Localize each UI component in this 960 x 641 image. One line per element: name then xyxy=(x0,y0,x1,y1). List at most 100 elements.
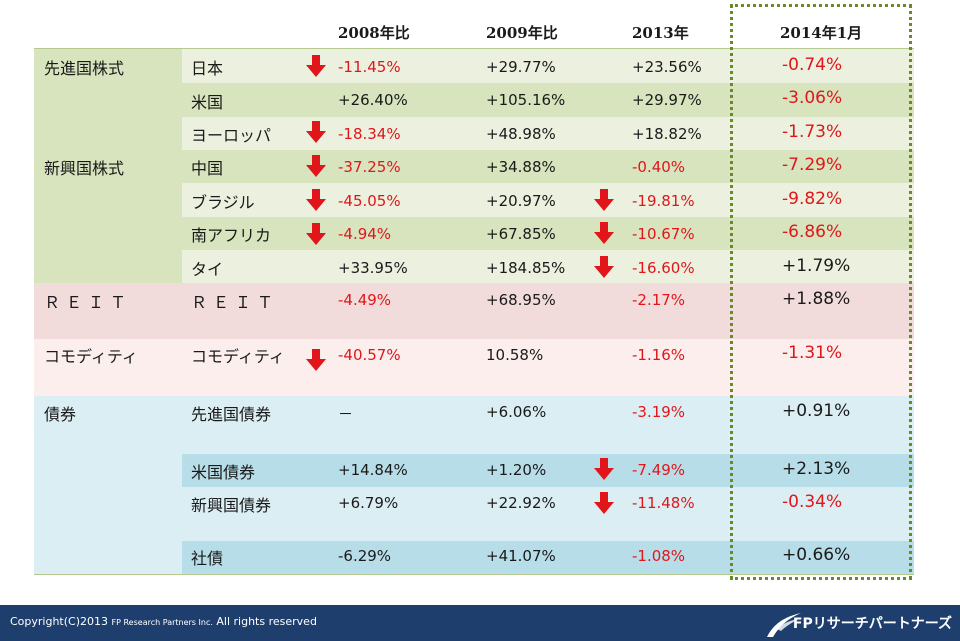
row-name-china: 中国 xyxy=(191,159,224,178)
down-arrow-icon xyxy=(594,189,614,211)
safrica-2014: -6.86% xyxy=(782,222,843,242)
header-2013: 2013年 xyxy=(632,24,689,42)
row-name-corporate-bonds: 社債 xyxy=(191,549,224,568)
bottom-rule xyxy=(34,574,914,575)
band-row-reit xyxy=(34,283,914,339)
band-row-europe xyxy=(182,117,914,150)
down-arrow-icon xyxy=(306,155,326,177)
row-name-us-bonds: 米国債券 xyxy=(191,463,256,482)
down-arrow-icon xyxy=(306,189,326,211)
corpbond-2008: -6.29% xyxy=(338,547,392,565)
down-arrow-icon xyxy=(594,222,614,244)
embond-2009: +22.92% xyxy=(486,494,556,512)
devbond-2014: +0.91% xyxy=(782,401,851,421)
band-row-brazil xyxy=(182,183,914,217)
row-name-south-africa: 南アフリカ xyxy=(191,226,272,245)
us-2008: +26.40% xyxy=(338,91,408,109)
usbond-2009: +1.20% xyxy=(486,461,547,479)
brazil-2013: -19.81% xyxy=(632,192,695,210)
brazil-2014: -9.82% xyxy=(782,189,843,209)
band-emerging-group xyxy=(34,150,182,283)
band-row-japan xyxy=(182,49,914,83)
corpbond-2013: -1.08% xyxy=(632,547,686,565)
row-name-developed-bonds: 先進国債券 xyxy=(191,405,272,424)
brazil-2009: +20.97% xyxy=(486,192,556,210)
row-name-commodity: コモディティ xyxy=(191,347,285,366)
down-arrow-icon xyxy=(594,492,614,514)
thai-2009: +184.85% xyxy=(486,259,566,277)
group-label-commodity: コモディティ xyxy=(44,347,138,366)
row-name-reit: ＲＥＩＴ xyxy=(191,293,280,312)
europe-2014: -1.73% xyxy=(782,122,843,142)
row-name-brazil: ブラジル xyxy=(191,193,255,212)
usbond-2008: +14.84% xyxy=(338,461,408,479)
devbond-2009: +6.06% xyxy=(486,403,547,421)
usbond-2014: +2.13% xyxy=(782,459,851,479)
group-label-emerging-stocks: 新興国株式 xyxy=(44,159,125,178)
safrica-2013: -10.67% xyxy=(632,225,695,243)
down-arrow-icon xyxy=(306,349,326,371)
header-rule xyxy=(34,48,914,49)
copyright-rights: All rights reserved xyxy=(216,615,317,628)
europe-2013: +18.82% xyxy=(632,125,702,143)
brand-logo-icon xyxy=(767,613,801,637)
brazil-2008: -45.05% xyxy=(338,192,401,210)
thai-2008: +33.95% xyxy=(338,259,408,277)
embond-2013: -11.48% xyxy=(632,494,695,512)
row-name-thailand: タイ xyxy=(191,260,224,279)
japan-2014: -0.74% xyxy=(782,55,843,75)
brand-name: FPリサーチパートナーズ xyxy=(792,616,952,632)
embond-2008: +6.79% xyxy=(338,494,399,512)
us-2014: -3.06% xyxy=(782,88,843,108)
band-row-us xyxy=(182,83,914,117)
japan-2008: -11.45% xyxy=(338,58,401,76)
group-label-developed-stocks: 先進国株式 xyxy=(44,59,125,78)
china-2008: -37.25% xyxy=(338,158,401,176)
reit-2009: +68.95% xyxy=(486,291,556,309)
corpbond-2014: +0.66% xyxy=(782,545,851,565)
band-row-commodity xyxy=(34,339,914,396)
row-name-us: 米国 xyxy=(191,93,224,112)
china-2014: -7.29% xyxy=(782,155,843,175)
devbond-2013: -3.19% xyxy=(632,403,686,421)
copyright-text: Copyright(C)2013 FP Research Partners In… xyxy=(10,615,317,628)
copyright-company: FP Research Partners Inc. xyxy=(111,618,213,627)
row-name-emerging-bonds: 新興国債券 xyxy=(191,496,272,515)
down-arrow-icon xyxy=(306,223,326,245)
row-name-japan: 日本 xyxy=(191,59,224,78)
reit-2008: -4.49% xyxy=(338,291,392,309)
down-arrow-icon xyxy=(306,55,326,77)
commodity-2013: -1.16% xyxy=(632,346,686,364)
reit-2014: +1.88% xyxy=(782,289,851,309)
highlight-2014-column xyxy=(730,4,912,580)
header-2008: 2008年比 xyxy=(338,24,410,42)
japan-2009: +29.77% xyxy=(486,58,556,76)
band-row-us-bond xyxy=(182,454,914,487)
down-arrow-icon xyxy=(594,256,614,278)
us-2013: +29.97% xyxy=(632,91,702,109)
safrica-2009: +67.85% xyxy=(486,225,556,243)
thai-2014: +1.79% xyxy=(782,256,851,276)
footer-bar: Copyright(C)2013 FP Research Partners In… xyxy=(0,605,960,641)
thai-2013: -16.60% xyxy=(632,259,695,277)
devbond-2008: － xyxy=(338,405,354,423)
band-row-corp-bond xyxy=(182,541,914,574)
commodity-2014: -1.31% xyxy=(782,343,843,363)
down-arrow-icon xyxy=(306,121,326,143)
usbond-2013: -7.49% xyxy=(632,461,686,479)
china-2009: +34.88% xyxy=(486,158,556,176)
band-row-china xyxy=(182,150,914,183)
reit-2013: -2.17% xyxy=(632,291,686,309)
corpbond-2009: +41.07% xyxy=(486,547,556,565)
band-row-thai xyxy=(182,250,914,283)
row-name-europe: ヨーロッパ xyxy=(191,126,272,145)
europe-2009: +48.98% xyxy=(486,125,556,143)
copyright-main: Copyright(C)2013 xyxy=(10,615,109,628)
japan-2013: +23.56% xyxy=(632,58,702,76)
commodity-2009: 10.58% xyxy=(486,346,544,364)
group-label-reit: ＲＥＩＴ xyxy=(44,293,133,312)
commodity-2008: -40.57% xyxy=(338,346,401,364)
header-2009: 2009年比 xyxy=(486,24,558,42)
europe-2008: -18.34% xyxy=(338,125,401,143)
header-2014-jan: 2014年1月 xyxy=(780,24,863,42)
